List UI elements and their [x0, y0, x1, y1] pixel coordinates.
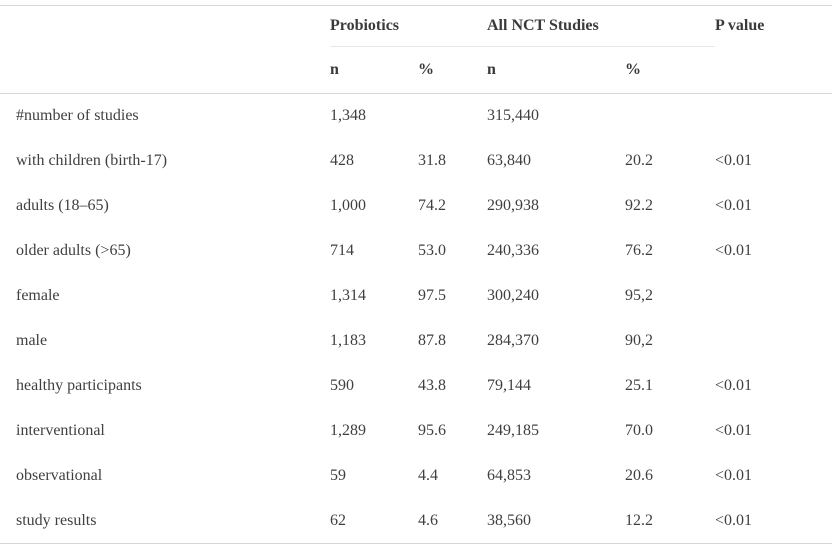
- cell-probiotics-pct: 4.4: [418, 467, 438, 484]
- cell-probiotics-n: 1,348: [330, 107, 366, 125]
- column-group-probiotics: Probiotics: [330, 5, 487, 47]
- cell-p-value: [715, 94, 832, 139]
- cell-p-value: <0.01: [715, 467, 753, 484]
- row-label: with children (birth-17): [16, 152, 168, 169]
- cell-p-value: <0.01: [715, 242, 753, 259]
- cell-probiotics-n: 590: [330, 377, 354, 394]
- cell-p-value: <0.01: [715, 152, 753, 169]
- cell-nct-n: 284,370: [487, 332, 539, 349]
- cell-p-value: <0.01: [715, 197, 753, 214]
- cell-probiotics-n: 1,183: [330, 332, 366, 349]
- table-row: male 1,183 87.8 284,370 90,2: [0, 319, 832, 364]
- empty-subheader-cell: [0, 46, 330, 94]
- cell-nct-n: 63,840: [487, 152, 531, 169]
- cell-nct-pct: 92.2: [625, 197, 653, 214]
- cell-probiotics-n: 62: [330, 511, 346, 529]
- empty-corner-cell: [0, 6, 330, 47]
- cell-probiotics-pct: 97.5: [418, 287, 446, 304]
- cell-nct-n: 249,185: [487, 422, 539, 439]
- cell-nct-n: 79,144: [487, 377, 531, 394]
- table-row: interventional 1,289 95.6 249,185 70.0 <…: [0, 409, 832, 454]
- cell-nct-pct: 12.2: [625, 511, 653, 529]
- cell-probiotics-pct: 43.8: [418, 377, 446, 394]
- table-row: adults (18–65) 1,000 74.2 290,938 92.2 <…: [0, 184, 832, 229]
- cell-probiotics-pct: 95.6: [418, 422, 446, 439]
- subheader-nct-n: n: [487, 46, 625, 94]
- cell-nct-pct: 20.2: [625, 152, 653, 169]
- cell-nct-pct: 25.1: [625, 377, 653, 394]
- cell-nct-n: 315,440: [487, 107, 539, 125]
- row-label: adults (18–65): [16, 197, 109, 214]
- cell-probiotics-pct: [418, 94, 487, 139]
- cell-probiotics-pct: 74.2: [418, 197, 446, 214]
- table-row: female 1,314 97.5 300,240 95,2: [0, 274, 832, 319]
- empty-subheader-cell: [715, 46, 832, 94]
- row-label: study results: [16, 511, 97, 529]
- table-row: with children (birth-17) 428 31.8 63,840…: [0, 139, 832, 184]
- cell-nct-pct: 95,2: [625, 287, 653, 304]
- row-label: observational: [16, 467, 103, 484]
- cell-p-value: [715, 274, 832, 319]
- cell-probiotics-n: 59: [330, 467, 346, 484]
- cell-probiotics-pct: 4.6: [418, 511, 438, 529]
- study-comparison-table: Probiotics All NCT Studies P value n % n…: [0, 5, 832, 544]
- table-row: #number of studies 1,348 315,440: [0, 94, 832, 139]
- column-header-p-value: P value: [715, 17, 765, 35]
- cell-nct-pct: [625, 94, 715, 139]
- group-header-row: Probiotics All NCT Studies P value: [0, 5, 832, 47]
- cell-nct-pct: 90,2: [625, 332, 653, 349]
- row-label: female: [16, 287, 60, 304]
- cell-nct-pct: 20.6: [625, 467, 653, 484]
- sub-header-row: n % n %: [0, 46, 832, 94]
- table-row: observational 59 4.4 64,853 20.6 <0.01: [0, 454, 832, 499]
- cell-nct-n: 290,938: [487, 197, 539, 214]
- subheader-probiotics-pct: %: [418, 46, 487, 94]
- cell-p-value: <0.01: [715, 511, 753, 529]
- cell-probiotics-pct: 31.8: [418, 152, 446, 169]
- row-label: interventional: [16, 422, 105, 439]
- row-label: healthy participants: [16, 377, 142, 394]
- subheader-probiotics-n: n: [330, 46, 418, 94]
- cell-nct-n: 38,560: [487, 511, 531, 529]
- row-label: older adults (>65): [16, 242, 131, 259]
- cell-probiotics-pct: 87.8: [418, 332, 446, 349]
- table-row: older adults (>65) 714 53.0 240,336 76.2…: [0, 229, 832, 274]
- cell-p-value: [715, 319, 832, 364]
- cell-nct-n: 300,240: [487, 287, 539, 304]
- cell-probiotics-n: 1,314: [330, 287, 366, 304]
- cell-nct-n: 64,853: [487, 467, 531, 484]
- cell-nct-pct: 70.0: [625, 422, 653, 439]
- subheader-nct-pct: %: [625, 46, 716, 94]
- cell-probiotics-n: 714: [330, 242, 354, 259]
- cell-nct-pct: 76.2: [625, 242, 653, 259]
- cell-probiotics-n: 428: [330, 152, 354, 169]
- column-group-all-nct: All NCT Studies: [487, 5, 716, 47]
- cell-probiotics-pct: 53.0: [418, 242, 446, 259]
- table-row: study results 62 4.6 38,560 12.2 <0.01: [0, 499, 832, 544]
- cell-nct-n: 240,336: [487, 242, 539, 259]
- row-label: #number of studies: [16, 107, 139, 125]
- cell-p-value: <0.01: [715, 377, 753, 394]
- cell-p-value: <0.01: [715, 422, 753, 439]
- cell-probiotics-n: 1,289: [330, 422, 366, 439]
- cell-probiotics-n: 1,000: [330, 197, 366, 214]
- table-row: healthy participants 590 43.8 79,144 25.…: [0, 364, 832, 409]
- row-label: male: [16, 332, 48, 349]
